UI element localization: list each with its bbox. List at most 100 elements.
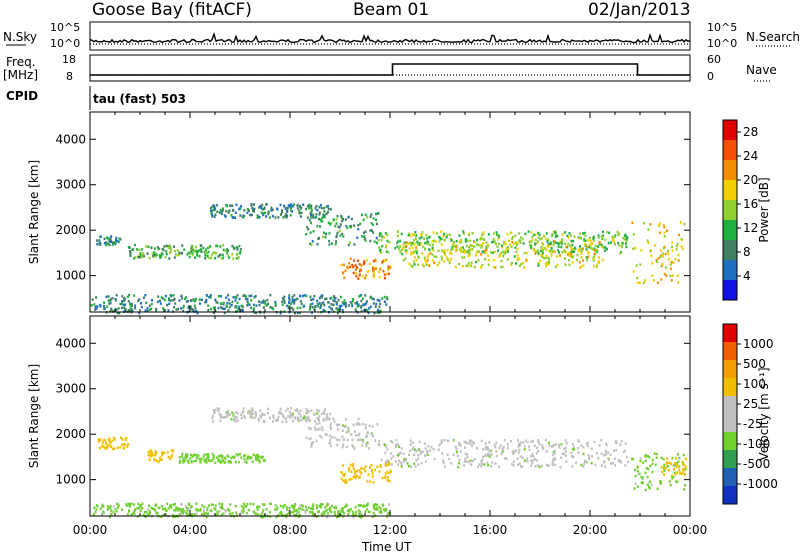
heatmap-cell [364, 294, 367, 297]
heatmap-cell [311, 215, 314, 218]
heatmap-cell [368, 510, 371, 514]
heatmap-cell [656, 260, 659, 263]
heatmap-cell [234, 295, 236, 299]
heatmap-cell [321, 503, 324, 506]
heatmap-cell [319, 434, 322, 438]
heatmap-cell [298, 412, 301, 416]
heatmap-cell [382, 259, 385, 263]
heatmap-cell [578, 261, 581, 264]
heatmap-cell [213, 507, 216, 510]
heatmap-cell [204, 250, 207, 253]
heatmap-cell [153, 251, 156, 254]
heatmap-cell [206, 453, 208, 456]
heatmap-cell [154, 458, 157, 462]
heatmap-cell [424, 241, 427, 245]
heatmap-cell [336, 438, 339, 441]
heatmap-cell [315, 213, 318, 216]
heatmap-cell [325, 212, 328, 216]
heatmap-cell [363, 235, 366, 238]
heatmap-cell [445, 236, 448, 239]
heatmap-cell [225, 296, 228, 299]
heatmap-cell [195, 297, 197, 301]
heatmap-cell [336, 424, 339, 427]
heatmap-cell [589, 239, 592, 243]
heatmap-cell [592, 235, 595, 239]
heatmap-cell [675, 465, 678, 469]
heatmap-cell [111, 297, 114, 300]
heatmap-cell [663, 226, 666, 229]
heatmap-cell [183, 510, 186, 513]
heatmap-cell [398, 452, 400, 455]
heatmap-cell [95, 296, 98, 299]
heatmap-cell [287, 306, 290, 310]
heatmap-cell [373, 267, 376, 270]
heatmap-cell [309, 304, 312, 308]
heatmap-cell [236, 301, 239, 304]
heatmap-cell [246, 211, 249, 214]
heatmap-cell [469, 244, 472, 247]
heatmap-cell [590, 246, 593, 250]
heatmap-cell [205, 248, 207, 251]
heatmap-cell [494, 445, 497, 449]
heatmap-cell [315, 204, 318, 208]
heatmap-cell [374, 503, 377, 507]
heatmap-cell [580, 255, 583, 259]
heatmap-cell [236, 248, 239, 251]
heatmap-cell [202, 455, 205, 458]
heatmap-cell [215, 244, 218, 248]
heatmap-cell [133, 257, 135, 260]
heatmap-cell [544, 262, 547, 266]
heatmap-cell [296, 306, 299, 310]
heatmap-cell [123, 297, 126, 300]
heatmap-cell [293, 504, 296, 508]
heatmap-cell [129, 251, 132, 255]
heatmap-cell [209, 245, 212, 248]
heatmap-cell [339, 223, 342, 226]
heatmap-cell [466, 264, 469, 268]
heatmap-cell [442, 461, 445, 465]
heatmap-cell [297, 510, 300, 514]
heatmap-cell [640, 249, 643, 252]
heatmap-cell [115, 293, 118, 297]
heatmap-cell [240, 413, 243, 417]
heatmap-cell [356, 236, 359, 239]
heatmap-cell [195, 507, 198, 511]
heatmap-cell [659, 249, 662, 252]
heatmap-cell [679, 472, 682, 475]
heatmap-cell [307, 417, 310, 421]
heatmap-cell [324, 506, 327, 509]
heatmap-cell [634, 246, 637, 250]
heatmap-cell [450, 462, 453, 465]
heatmap-cell [574, 246, 577, 250]
heatmap-cell [219, 419, 222, 422]
heatmap-cell [121, 443, 124, 446]
heatmap-cell [347, 469, 350, 472]
heatmap-cell [182, 457, 185, 460]
heatmap-cell [653, 452, 656, 455]
heatmap-cell [600, 235, 603, 238]
heatmap-cell [277, 418, 279, 422]
heatmap-cell [374, 468, 377, 471]
heatmap-cell [133, 512, 136, 515]
heatmap-cell [129, 254, 132, 257]
heatmap-cell [446, 249, 449, 252]
power-colorbar-swatch [723, 180, 737, 201]
heatmap-cell [683, 473, 686, 476]
heatmap-cell [381, 297, 384, 300]
heatmap-cell [224, 416, 227, 419]
heatmap-cell [372, 270, 375, 274]
heatmap-cell [337, 428, 339, 431]
heatmap-cell [554, 235, 557, 238]
heatmap-cell [127, 502, 130, 505]
heatmap-cell [568, 254, 571, 257]
heatmap-cell [554, 463, 557, 466]
x-axis-title: Time UT [362, 540, 412, 554]
heatmap-cell [442, 250, 445, 253]
heatmap-cell [348, 478, 351, 481]
heatmap-cell [366, 309, 369, 312]
heatmap-cell [312, 230, 315, 233]
heatmap-cell [319, 218, 322, 221]
heatmap-cell [171, 455, 173, 458]
heatmap-cell [403, 458, 406, 461]
heatmap-cell [111, 439, 114, 442]
